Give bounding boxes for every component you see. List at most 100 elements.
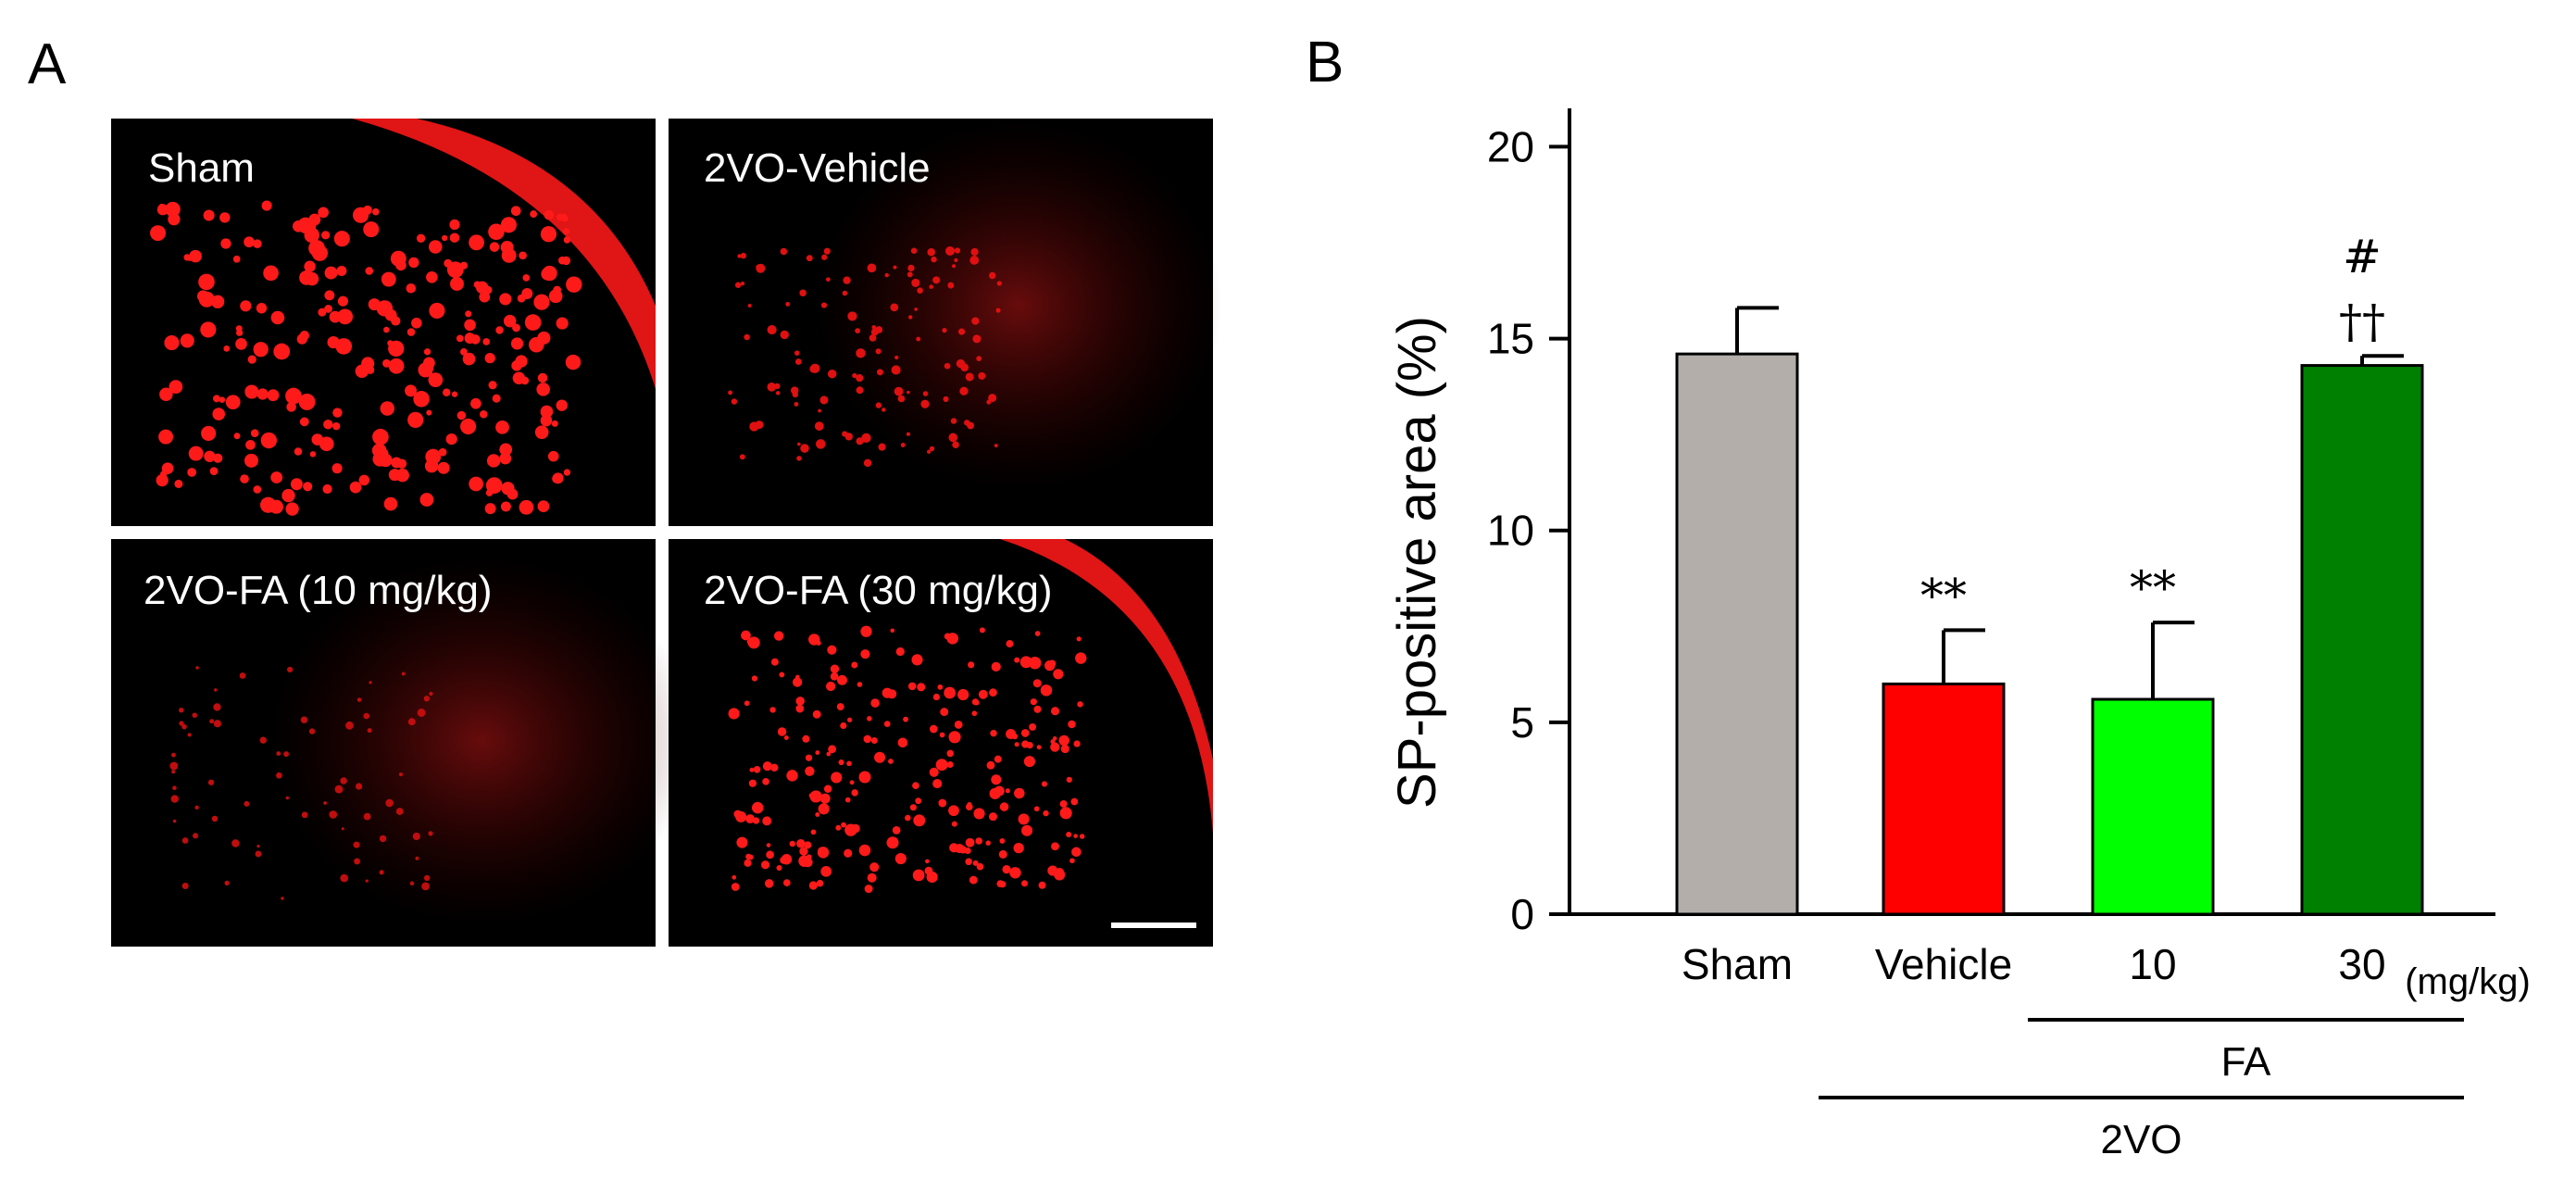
speckle <box>253 485 262 494</box>
speckle <box>946 749 955 758</box>
micrograph-vehicle: 2VO-Vehicle <box>669 119 1222 526</box>
speckle <box>794 402 799 407</box>
speckle <box>171 770 176 774</box>
speckle <box>256 303 268 314</box>
speckle <box>1002 865 1011 874</box>
speckle <box>847 717 853 722</box>
speckle <box>978 371 986 380</box>
speckle <box>959 386 969 395</box>
speckle <box>843 276 851 284</box>
speckle <box>948 731 961 744</box>
speckle <box>169 380 183 394</box>
speckle <box>979 627 985 634</box>
speckle <box>1043 810 1049 817</box>
speckle <box>1021 740 1030 748</box>
speckle <box>924 866 933 875</box>
speckle <box>1069 858 1075 864</box>
speckle <box>1028 657 1042 670</box>
speckle <box>172 819 177 823</box>
speckle <box>383 326 390 333</box>
speckle <box>442 234 448 242</box>
speckle <box>198 273 215 291</box>
speckle <box>209 467 219 476</box>
speckle <box>841 822 846 828</box>
speckle <box>746 639 752 645</box>
speckle <box>383 496 398 511</box>
speckle <box>171 752 176 758</box>
speckle <box>978 689 988 699</box>
speckle <box>220 238 231 249</box>
speckle <box>998 849 1007 859</box>
speckle <box>298 393 316 410</box>
speckle <box>174 479 183 488</box>
speckle <box>960 363 969 372</box>
speckle <box>745 814 756 824</box>
speckle <box>810 829 817 835</box>
speckle <box>211 815 219 822</box>
speckle <box>372 451 388 467</box>
speckle <box>566 276 582 293</box>
speckle <box>991 661 1001 672</box>
speckle <box>415 856 419 860</box>
speckle <box>762 816 772 826</box>
speckle <box>969 256 980 265</box>
speckle <box>1020 729 1030 737</box>
speckle <box>506 488 519 500</box>
speckle <box>301 811 308 819</box>
speckle <box>1059 807 1072 820</box>
speckle <box>737 254 742 258</box>
speckle <box>965 858 972 866</box>
speckle <box>796 456 802 461</box>
speckle <box>1066 831 1072 838</box>
speckle <box>285 796 290 800</box>
speckle <box>533 294 550 310</box>
speckle <box>244 800 250 807</box>
speckle <box>492 394 501 403</box>
speckle <box>749 767 755 772</box>
speckle <box>830 672 839 681</box>
speckle <box>999 802 1009 811</box>
speckle <box>484 352 495 364</box>
speckle <box>281 897 284 900</box>
speckle <box>363 221 380 238</box>
speckle <box>905 814 911 822</box>
speckle <box>1054 869 1066 881</box>
speckle <box>263 265 279 282</box>
significance-marker-secondary: # <box>2343 230 2382 283</box>
speckle <box>943 395 949 402</box>
speckle <box>860 625 872 637</box>
speckle <box>244 236 255 248</box>
speckle <box>488 381 497 390</box>
speckle <box>270 310 285 325</box>
speckle <box>1052 736 1057 741</box>
speckle <box>907 682 917 691</box>
speckle <box>164 335 180 351</box>
speckle <box>385 798 394 808</box>
speckle <box>912 869 925 882</box>
speckle <box>1060 744 1069 754</box>
speckle <box>846 760 852 767</box>
speckle <box>907 264 915 272</box>
speckle <box>851 661 858 669</box>
speckle <box>818 408 821 413</box>
speckle <box>864 885 873 894</box>
speckle <box>1033 806 1040 812</box>
speckle <box>323 420 333 430</box>
speckle <box>260 496 277 513</box>
speckle <box>236 329 244 336</box>
speckle <box>786 770 798 782</box>
speckle <box>836 703 844 710</box>
speckle <box>534 425 549 439</box>
speckle <box>800 444 809 453</box>
speckle <box>847 311 857 321</box>
speckle <box>465 310 472 318</box>
speckle <box>954 257 958 263</box>
speckle <box>387 340 394 346</box>
speckle <box>522 274 531 282</box>
speckle <box>929 446 935 452</box>
speckle <box>957 328 966 335</box>
speckle <box>510 337 524 350</box>
speckle <box>253 342 269 358</box>
speckle <box>341 827 344 831</box>
speckle <box>1036 745 1042 750</box>
